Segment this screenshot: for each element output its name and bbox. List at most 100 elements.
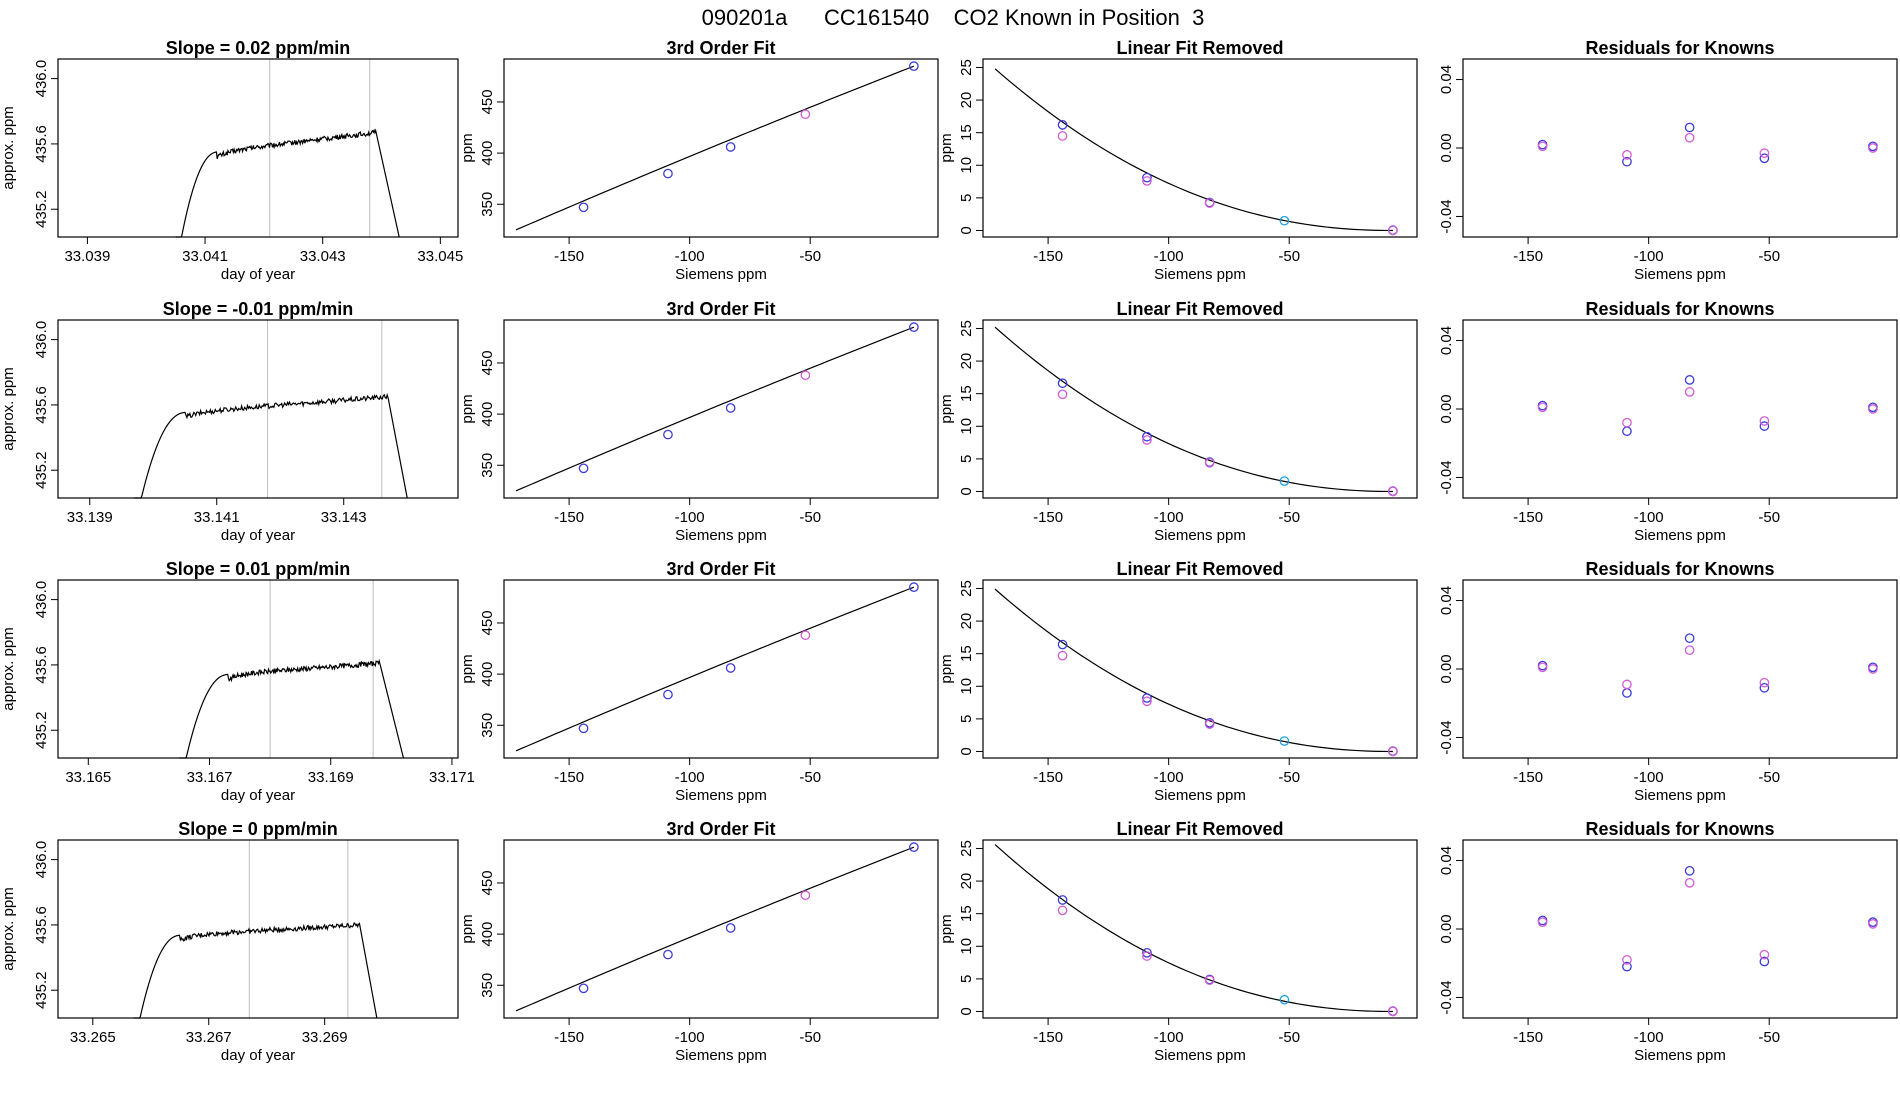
data-point bbox=[1684, 633, 1695, 644]
trace-line bbox=[175, 128, 400, 238]
trace-line bbox=[179, 658, 405, 759]
data-point bbox=[1622, 679, 1632, 690]
y-axis-label: ppm bbox=[938, 394, 955, 423]
y-tick-label: 20 bbox=[958, 353, 975, 370]
y-tick-label: 400 bbox=[479, 922, 496, 947]
data-point bbox=[1057, 131, 1068, 141]
y-tick-label: 20 bbox=[958, 92, 975, 109]
y-tick-label: 25 bbox=[958, 840, 975, 857]
figure-title: 090201a CC161540 CO2 Known in Position 3 bbox=[702, 5, 1205, 30]
panel-fit-2: 3rd Order Fit -150 -100 -50 350 400 450 Siemens… bbox=[459, 559, 939, 804]
panel-title: Residuals for Knowns bbox=[1585, 819, 1774, 839]
y-tick-label: 400 bbox=[479, 141, 496, 166]
y-axis-label: approx. ppm bbox=[0, 367, 17, 450]
data-point bbox=[1279, 994, 1290, 1005]
data-point bbox=[1388, 746, 1398, 757]
plot-frame bbox=[1462, 579, 1898, 759]
data-point bbox=[1622, 961, 1632, 972]
plot-frame bbox=[57, 58, 459, 238]
data-point bbox=[1684, 387, 1695, 397]
x-axis-label: Siemens ppm bbox=[1634, 787, 1726, 804]
data-point bbox=[663, 949, 673, 960]
panel-linear_removed-3: Linear Fit Removed -150 -100 -50 0 5 10 15 20 25 S… bbox=[938, 819, 1418, 1064]
data-point bbox=[909, 322, 919, 333]
x-tick-label: -150 bbox=[1513, 509, 1543, 526]
x-axis-label: Siemens ppm bbox=[1154, 1047, 1246, 1064]
y-tick-label: 5 bbox=[958, 194, 975, 202]
panel-title: Slope = -0.01 ppm/min bbox=[163, 299, 354, 319]
trace-line bbox=[133, 921, 378, 1019]
plot-frame bbox=[1462, 319, 1898, 499]
data-point bbox=[1684, 132, 1695, 143]
data-point bbox=[1759, 153, 1770, 164]
panel-timeseries-1: Slope = -0.01 ppm/min 33.139 33.141 33.143 4… bbox=[0, 299, 459, 544]
plot-frame bbox=[503, 58, 939, 238]
x-tick-label: -100 bbox=[1634, 248, 1664, 265]
data-point bbox=[1759, 682, 1770, 693]
data-point bbox=[1279, 476, 1290, 486]
y-tick-label: -0.04 bbox=[1438, 720, 1455, 754]
panel-title: Slope = 0 ppm/min bbox=[178, 819, 338, 839]
y-tick-label: 400 bbox=[479, 402, 496, 427]
panel-title: Residuals for Knowns bbox=[1585, 299, 1774, 319]
y-tick-label: 0.00 bbox=[1438, 914, 1455, 943]
y-tick-label: 0 bbox=[958, 747, 975, 755]
data-point bbox=[1057, 120, 1068, 130]
y-axis-label: approx. ppm bbox=[0, 887, 17, 970]
panel-residuals-3: Residuals for Knowns -150 -100 -50 -0.04 0.00… bbox=[1438, 819, 1898, 1064]
y-axis-label: ppm bbox=[459, 394, 476, 423]
y-tick-label: 435.6 bbox=[33, 386, 50, 424]
x-tick-label: 33.267 bbox=[186, 1029, 232, 1046]
data-point bbox=[1684, 645, 1695, 656]
x-tick-label: -100 bbox=[1154, 248, 1184, 265]
y-tick-label: -0.04 bbox=[1438, 460, 1455, 494]
x-tick-label: -150 bbox=[554, 509, 584, 526]
y-axis-label: ppm bbox=[459, 654, 476, 683]
data-point bbox=[578, 723, 589, 734]
x-tick-label: 33.265 bbox=[70, 1029, 116, 1046]
y-tick-label: 25 bbox=[958, 59, 975, 76]
panel-timeseries-3: Slope = 0 ppm/min 33.265 33.267 33.269 435.2… bbox=[0, 819, 459, 1064]
y-tick-label: 0.00 bbox=[1438, 654, 1455, 683]
x-axis-label: Siemens ppm bbox=[1154, 266, 1246, 283]
data-point bbox=[578, 463, 589, 474]
y-tick-label: 0.04 bbox=[1438, 586, 1455, 615]
data-point bbox=[1622, 688, 1632, 698]
y-tick-label: 5 bbox=[958, 975, 975, 983]
x-tick-label: -150 bbox=[554, 1029, 584, 1046]
data-point bbox=[1388, 1006, 1398, 1017]
data-point bbox=[1622, 149, 1632, 160]
data-point bbox=[1684, 375, 1695, 385]
fit-curve bbox=[994, 844, 1393, 1013]
y-tick-label: 10 bbox=[958, 938, 975, 955]
data-point bbox=[725, 403, 736, 413]
y-tick-label: 450 bbox=[479, 870, 496, 895]
y-tick-label: 350 bbox=[479, 713, 496, 738]
data-point bbox=[1622, 417, 1632, 428]
panel-linear_removed-2: Linear Fit Removed -150 -100 -50 0 5 10 15 20 25 S… bbox=[938, 559, 1418, 804]
plot-frame bbox=[503, 319, 939, 499]
x-tick-label: -50 bbox=[799, 769, 821, 786]
x-tick-label: -150 bbox=[1033, 1029, 1063, 1046]
data-point bbox=[800, 890, 811, 901]
x-tick-label: -50 bbox=[1758, 1029, 1780, 1046]
data-point bbox=[1537, 917, 1548, 928]
data-point bbox=[1057, 650, 1068, 661]
x-tick-label: -50 bbox=[1758, 509, 1780, 526]
data-point bbox=[1537, 141, 1548, 152]
data-point bbox=[1142, 176, 1152, 186]
panel-title: 3rd Order Fit bbox=[666, 559, 775, 579]
plot-frame bbox=[982, 58, 1418, 238]
data-point bbox=[1142, 172, 1152, 183]
y-axis-label: approx. ppm bbox=[0, 627, 17, 710]
panel-grid: Slope = 0.02 ppm/min 33.039 33.041 33.043 33… bbox=[0, 38, 1898, 1064]
x-tick-label: 33.043 bbox=[300, 248, 346, 265]
fit-curve bbox=[994, 588, 1393, 753]
panel-residuals-2: Residuals for Knowns -150 -100 -50 -0.04 0.00… bbox=[1438, 559, 1898, 804]
y-tick-label: 5 bbox=[958, 715, 975, 723]
y-axis-label: ppm bbox=[459, 133, 476, 162]
x-axis-label: day of year bbox=[221, 1047, 295, 1064]
fit-curve bbox=[515, 326, 915, 492]
data-point bbox=[909, 842, 919, 853]
y-tick-label: 435.6 bbox=[33, 125, 50, 163]
